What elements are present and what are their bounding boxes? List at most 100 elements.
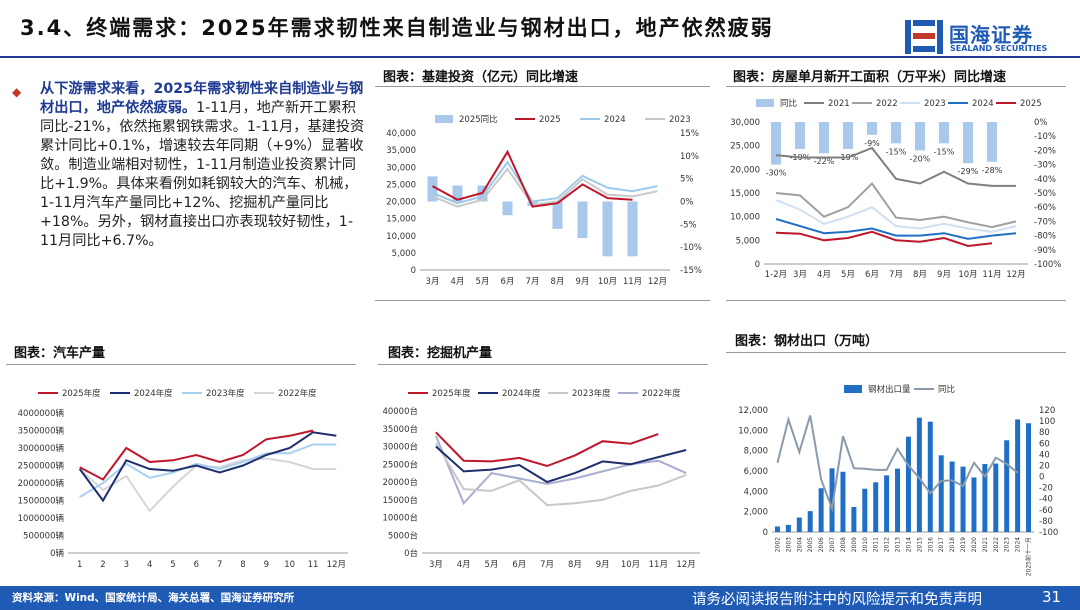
steel-x-tick: 2018: [949, 537, 956, 552]
housing-left-tick: 10,000: [730, 213, 760, 223]
logo-name-en: SEALAND SECURITIES: [950, 44, 1048, 53]
infra-left-tick: 0: [411, 266, 416, 276]
auto-title-rule: [6, 364, 356, 365]
excavator-y-tick: 30000台: [382, 442, 418, 453]
housing-line-2021: [775, 146, 1016, 187]
diamond-bullet-icon: ◆: [12, 85, 22, 99]
auto-y-tick: 3500000辆: [18, 426, 65, 437]
infra-right-tick: -5%: [680, 220, 697, 230]
housing-x-tick: 1-2月: [765, 270, 787, 280]
steel-x-tick: 2012: [884, 537, 891, 552]
infra-line-2023: [432, 167, 658, 208]
auto-legend-label-0: 2025年度: [62, 388, 101, 399]
logo-name-cn: 国海证券: [949, 23, 1033, 47]
housing-left-tick: 25,000: [730, 142, 760, 152]
steel-legend-swatch-0: [844, 385, 862, 393]
steel-x-tick: 2009: [851, 537, 858, 552]
steel-x-tick: 2005: [807, 537, 814, 552]
infra-line-2024: [432, 160, 658, 205]
steel-x-tick: 2016: [927, 537, 934, 552]
excavator-line-2025年度: [435, 431, 659, 468]
steel-right-tick: 120: [1039, 406, 1055, 416]
steel-x-tick: 2022: [993, 537, 1000, 552]
steel-x-tick: 2004: [796, 537, 803, 552]
auto-x-tick: 8: [240, 560, 245, 570]
infra-x-tick: 7月: [526, 277, 540, 287]
excavator-y-tick: 35000台: [382, 424, 418, 435]
infra-right-tick: 15%: [680, 129, 699, 139]
steel-bar: [960, 466, 966, 532]
page-number: 31: [1042, 588, 1062, 606]
infra-x-tick: 4月: [451, 277, 465, 287]
header-rule: [0, 56, 1080, 58]
excavator-line-2024年度: [435, 445, 687, 484]
excavator-legend-label-2: 2023年度: [572, 388, 611, 399]
auto-y-tick: 500000辆: [23, 531, 64, 542]
auto-legend-label-2: 2023年度: [206, 388, 245, 399]
auto-line-2024年度: [78, 431, 337, 503]
housing-x-tick: 9月: [937, 270, 951, 280]
housing-left-tick: 15,000: [730, 189, 760, 199]
housing-line-2022: [775, 181, 1017, 229]
auto-x-tick: 10: [284, 560, 295, 570]
auto-legend-label-1: 2024年度: [134, 388, 173, 399]
excavator-x-tick: 4月: [457, 560, 471, 570]
excavator-y-tick: 15000台: [382, 495, 418, 506]
steel-right-tick: 80: [1039, 428, 1050, 438]
steel-left-tick: 6,000: [744, 467, 768, 477]
steel-x-tick: 2025前十一月: [1025, 537, 1033, 576]
infra-chart-title: 图表：基建投资（亿元）同比增速: [383, 70, 579, 85]
footer-bar: 资料来源：Wind、国家统计局、海关总署、国海证券研究所 请务必阅读报告附注中的…: [0, 586, 1080, 610]
infra-title-rule: [375, 86, 710, 87]
excavator-legend-label-3: 2022年度: [642, 388, 681, 399]
steel-right-tick: -100: [1039, 528, 1058, 538]
housing-chart-title: 图表：房屋单月新开工面积（万平米）同比增速: [733, 70, 1007, 85]
auto-chart-title: 图表：汽车产量: [14, 346, 106, 361]
housing-bar-label: -28%: [982, 166, 1003, 175]
excavator-chart-title: 图表：挖掘机产量: [388, 346, 493, 361]
housing-right-tick: -40%: [1034, 175, 1056, 185]
housing-right-tick: -100%: [1034, 260, 1061, 270]
housing-right-tick: -10%: [1034, 132, 1056, 142]
housing-x-tick: 8月: [913, 270, 927, 280]
housing-x-tick: 7月: [889, 270, 903, 280]
steel-left-tick: 0: [763, 528, 768, 538]
auto-x-tick: 11: [308, 560, 319, 570]
auto-x-tick: 12月: [327, 560, 346, 570]
steel-bar: [851, 506, 857, 532]
steel-x-tick: 2021: [982, 537, 989, 552]
housing-legend-label-4: 2024: [972, 99, 994, 109]
auto-x-tick: 4: [147, 560, 152, 570]
steel-right-tick: 40: [1039, 450, 1050, 460]
housing-bar: [771, 122, 781, 165]
steel-bar: [905, 436, 911, 532]
steel-x-tick: 2019: [960, 537, 967, 552]
excavator-x-tick: 5月: [485, 560, 499, 570]
housing-right-tick: -70%: [1034, 217, 1056, 227]
excavator-x-tick: 12月: [676, 560, 695, 570]
housing-right-tick: -90%: [1034, 246, 1056, 256]
infra-chart: 0 5,000 10,000 15,000 20,000 25,000 30,000 35,0…: [386, 114, 702, 287]
header: 3.4、终端需求：2025年需求韧性来自制造业与钢材出口，地产依然疲弱 国海证券…: [0, 0, 1080, 62]
steel-x-tick: 2017: [938, 537, 945, 552]
infra-x-tick: 5月: [476, 277, 490, 287]
auto-x-tick: 3: [124, 560, 129, 570]
steel-right-tick: 100: [1039, 417, 1055, 427]
housing-bar: [843, 122, 853, 149]
steel-x-tick: 2007: [829, 537, 836, 552]
excavator-legend-label-0: 2025年度: [432, 388, 471, 399]
steel-x-tick: 2010: [862, 537, 869, 552]
company-logo: 国海证券 SEALAND SECURITIES: [905, 18, 1065, 60]
infra-legend-label-1: 2025: [539, 115, 561, 125]
excavator-y-tick: 10000台: [382, 513, 418, 524]
infra-x-tick: 9月: [576, 277, 590, 287]
infra-right-tick: -15%: [680, 266, 702, 276]
auto-y-tick: 2000000辆: [18, 478, 65, 489]
steel-x-tick: 2011: [873, 537, 880, 552]
steel-x-tick: 2020: [971, 537, 978, 552]
infra-left-tick: 15,000: [386, 215, 416, 225]
steel-legend-label-0: 钢材出口量: [868, 384, 911, 395]
housing-line-2023: [775, 199, 1017, 233]
steel-right-tick: -80: [1039, 517, 1053, 527]
infra-left-tick: 35,000: [386, 146, 416, 156]
